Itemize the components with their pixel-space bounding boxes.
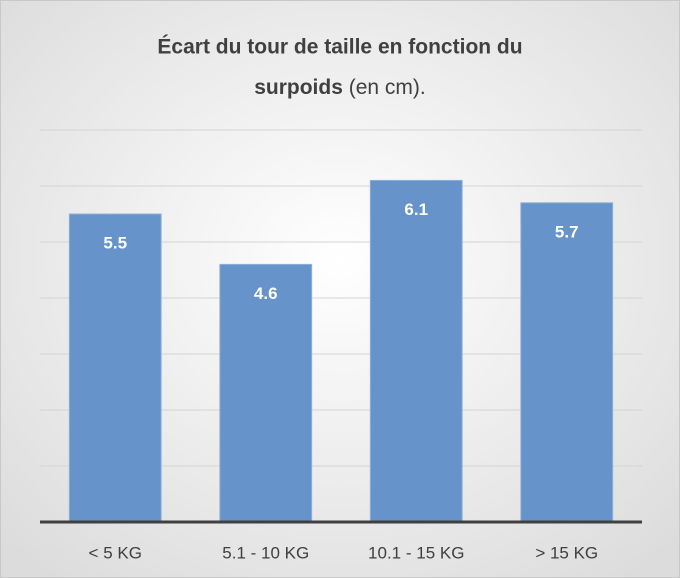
data-label: 4.6 xyxy=(254,284,278,303)
chart-subtitle: (en cm). xyxy=(349,76,426,99)
bar xyxy=(219,263,313,523)
bar xyxy=(369,179,463,523)
bar xyxy=(520,202,614,523)
bar xyxy=(68,213,162,523)
data-label: 5.5 xyxy=(103,233,127,252)
x-tick-label: < 5 KG xyxy=(89,543,142,562)
chart-title-line: surpoids (en cm). xyxy=(254,76,426,99)
x-tick-label: 5.1 - 10 KG xyxy=(222,543,309,562)
data-label: 5.7 xyxy=(555,222,579,241)
data-label: 6.1 xyxy=(404,200,428,219)
x-tick-label: 10.1 - 15 KG xyxy=(368,543,464,562)
chart-title: surpoids xyxy=(254,76,343,99)
chart-title: Écart du tour de taille en fonction du xyxy=(157,36,522,59)
x-tick-label: > 15 KG xyxy=(535,543,598,562)
